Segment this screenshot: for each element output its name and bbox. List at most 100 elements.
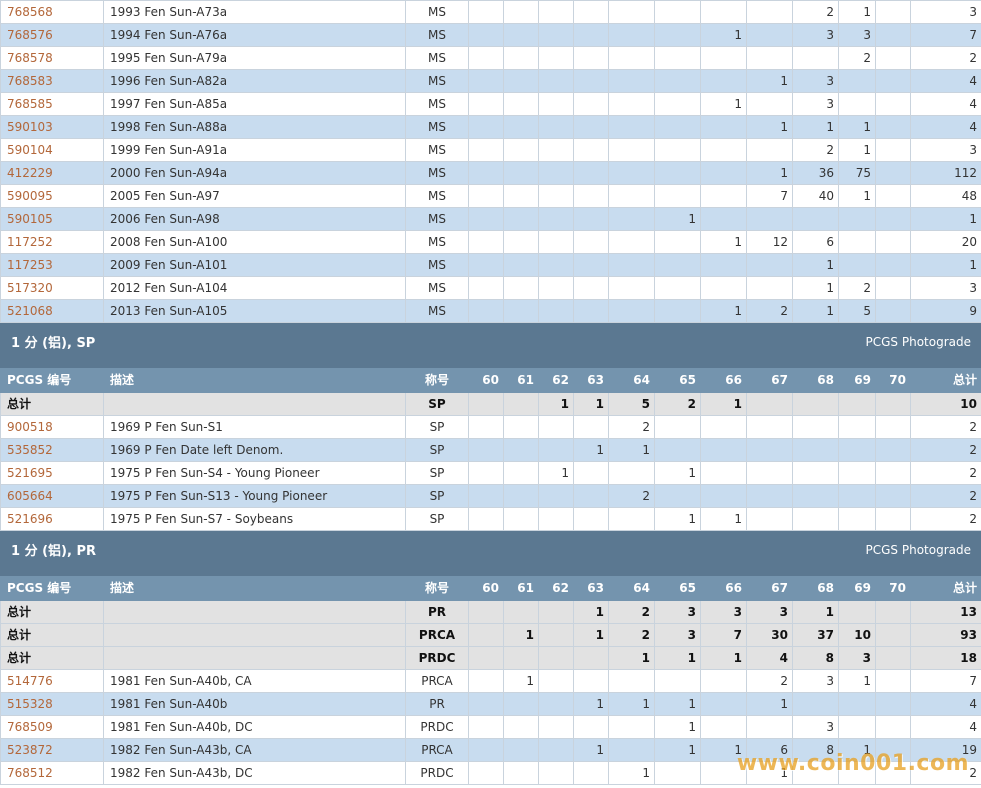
designation-cell: MS [405, 46, 469, 70]
row-total-cell: 20 [910, 230, 981, 254]
header-grade[interactable]: 62 [538, 367, 574, 393]
pcgs-number-link[interactable]: 768578 [7, 51, 53, 65]
header-grade[interactable]: 66 [700, 575, 747, 601]
header-grade[interactable]: 70 [875, 575, 911, 601]
pcgs-number-link[interactable]: 768509 [7, 720, 53, 734]
pcgs-number-link[interactable]: 521068 [7, 304, 53, 318]
grade-count-cell [468, 484, 504, 508]
grade-count-cell: 3 [746, 600, 793, 624]
description-cell: 2006 Fen Sun-A98 [103, 207, 406, 231]
grade-count-cell [573, 253, 609, 277]
grade-count-cell: 1 [654, 692, 701, 716]
pcgs-number-link[interactable]: 590104 [7, 143, 53, 157]
grade-count-cell: 2 [608, 600, 655, 624]
grade-count-cell [875, 230, 911, 254]
pcgs-number-link[interactable]: 590105 [7, 212, 53, 226]
table-row: 768509 1981 Fen Sun-A40b, DC PRDC 1 3 4 [0, 715, 981, 739]
header-grade[interactable]: 67 [746, 575, 793, 601]
header-grade[interactable]: 65 [654, 575, 701, 601]
designation-cell: SP [405, 461, 469, 485]
grade-count-cell [538, 92, 574, 116]
table-row: 768583 1996 Fen Sun-A82a MS 1 3 4 [0, 69, 981, 93]
grade-count-cell [608, 738, 655, 762]
grade-count-cell: 1 [654, 646, 701, 670]
table-row: 768568 1993 Fen Sun-A73a MS 2 1 3 [0, 0, 981, 24]
pcgs-number-link[interactable]: 535852 [7, 443, 53, 457]
pcgs-number-link[interactable]: 590103 [7, 120, 53, 134]
header-grade[interactable]: 68 [792, 367, 839, 393]
header-pcgs-number[interactable]: PCGS 编号 [0, 367, 104, 393]
header-grade[interactable]: 61 [503, 575, 539, 601]
pcgs-number-link[interactable]: 517320 [7, 281, 53, 295]
pcgs-number-link[interactable]: 515328 [7, 697, 53, 711]
grade-count-cell [875, 600, 911, 624]
grade-count-cell [503, 207, 539, 231]
grade-count-cell [746, 207, 793, 231]
grade-count-cell: 2 [746, 669, 793, 693]
grade-count-cell [654, 23, 701, 47]
grade-count-cell: 3 [838, 646, 876, 670]
grade-count-cell [468, 623, 504, 647]
header-description[interactable]: 描述 [103, 575, 406, 601]
grade-count-cell [503, 276, 539, 300]
header-designation[interactable]: 称号 [405, 575, 469, 601]
header-grade[interactable]: 68 [792, 575, 839, 601]
grade-count-cell: 1 [700, 646, 747, 670]
pcgs-number-link[interactable]: 768583 [7, 74, 53, 88]
pcgs-number-link[interactable]: 521695 [7, 466, 53, 480]
pcgs-number-link[interactable]: 605664 [7, 489, 53, 503]
header-total[interactable]: 总计 [910, 367, 981, 393]
header-pcgs-number[interactable]: PCGS 编号 [0, 575, 104, 601]
header-grade[interactable]: 60 [468, 575, 504, 601]
grade-count-cell [573, 184, 609, 208]
photograde-link[interactable]: PCGS Photograde [865, 335, 971, 349]
grade-count-cell [503, 115, 539, 139]
header-grade[interactable]: 63 [573, 575, 609, 601]
row-total-cell: 18 [910, 646, 981, 670]
header-grade[interactable]: 66 [700, 367, 747, 393]
grade-count-cell: 75 [838, 161, 876, 185]
pcgs-number-link[interactable]: 412229 [7, 166, 53, 180]
description-cell: 1981 Fen Sun-A40b [103, 692, 406, 716]
header-grade[interactable]: 64 [608, 367, 655, 393]
pcgs-number-link[interactable]: 768568 [7, 5, 53, 19]
photograde-link[interactable]: PCGS Photograde [865, 543, 971, 557]
pcgs-number-link[interactable]: 768512 [7, 766, 53, 780]
header-grade[interactable]: 69 [838, 575, 876, 601]
designation-cell: MS [405, 23, 469, 47]
header-grade[interactable]: 62 [538, 575, 574, 601]
grade-count-cell: 1 [573, 692, 609, 716]
grade-count-cell [746, 461, 793, 485]
grade-count-cell [654, 184, 701, 208]
header-grade[interactable]: 60 [468, 367, 504, 393]
grade-count-cell: 2 [792, 0, 839, 24]
header-grade[interactable]: 69 [838, 367, 876, 393]
header-designation[interactable]: 称号 [405, 367, 469, 393]
header-grade[interactable]: 61 [503, 367, 539, 393]
header-grade[interactable]: 70 [875, 367, 911, 393]
grade-count-cell [608, 207, 655, 231]
header-total[interactable]: 总计 [910, 575, 981, 601]
grade-count-cell [503, 253, 539, 277]
pcgs-number-link[interactable]: 768585 [7, 97, 53, 111]
header-grade[interactable]: 67 [746, 367, 793, 393]
pcgs-number-link[interactable]: 900518 [7, 420, 53, 434]
header-grade[interactable]: 64 [608, 575, 655, 601]
grade-count-cell [746, 0, 793, 24]
grade-count-cell [654, 761, 701, 785]
pcgs-number-link[interactable]: 514776 [7, 674, 53, 688]
grade-count-cell [875, 184, 911, 208]
grade-count-cell [538, 715, 574, 739]
header-grade[interactable]: 63 [573, 367, 609, 393]
pcgs-number-link[interactable]: 117253 [7, 258, 53, 272]
header-grade[interactable]: 65 [654, 367, 701, 393]
pcgs-number-link[interactable]: 117252 [7, 235, 53, 249]
header-description[interactable]: 描述 [103, 367, 406, 393]
row-total-cell: 4 [910, 115, 981, 139]
pcgs-number-link[interactable]: 590095 [7, 189, 53, 203]
pcgs-number-link[interactable]: 523872 [7, 743, 53, 757]
grade-count-cell [746, 392, 793, 416]
grade-count-cell [875, 415, 911, 439]
pcgs-number-link[interactable]: 521696 [7, 512, 53, 526]
pcgs-number-link[interactable]: 768576 [7, 28, 53, 42]
